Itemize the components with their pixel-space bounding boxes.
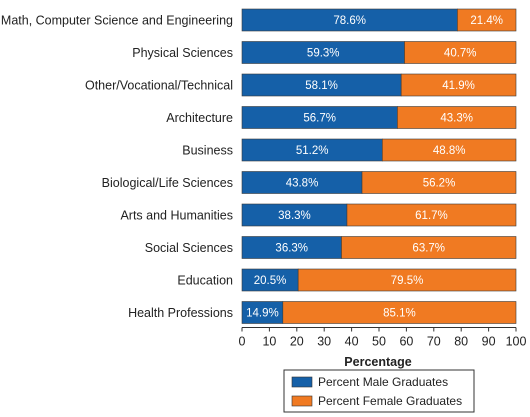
x-tick-label-50: 50	[372, 335, 386, 349]
category-label-biological-life-sciences: Biological/Life Sciences	[102, 176, 233, 190]
bar-label-male-education: 20.5%	[254, 275, 287, 287]
x-tick-label-0: 0	[239, 335, 246, 349]
legend-label-female: Percent Female Graduates	[318, 394, 462, 408]
x-tick-label-60: 60	[399, 335, 413, 349]
bar-label-male-biological-life-sciences: 43.8%	[286, 178, 319, 190]
bar-female-other-vocational-technical	[400, 73, 517, 97]
category-label-other-vocational-technical: Other/Vocational/Technical	[85, 79, 233, 93]
x-tick-label-70: 70	[427, 335, 441, 349]
bar-label-female-education: 79.5%	[391, 275, 424, 287]
bar-female-business	[381, 138, 517, 162]
bar-female-education	[297, 268, 517, 292]
x-tick-label-10: 10	[262, 335, 276, 349]
x-tick-label-20: 20	[290, 335, 304, 349]
bar-label-male-architecture: 56.7%	[303, 113, 336, 125]
category-label-math-computer-science-and-engineering: Math, Computer Science and Engineering	[1, 14, 233, 28]
bar-label-male-business: 51.2%	[296, 145, 329, 157]
category-label-arts-and-humanities: Arts and Humanities	[120, 209, 233, 223]
bar-label-female-physical-sciences: 40.7%	[444, 48, 477, 60]
bar-label-female-architecture: 43.3%	[440, 113, 473, 125]
bar-female-architecture	[397, 106, 517, 129]
bar-female-social-sciences	[341, 236, 517, 259]
bar-label-female-social-sciences: 63.7%	[412, 243, 445, 255]
bar-label-male-physical-sciences: 59.3%	[307, 48, 340, 60]
x-tick-label-80: 80	[454, 335, 468, 349]
legend-box	[283, 369, 475, 413]
legend: Percent Male Graduates Percent Female Gr…	[283, 369, 475, 413]
x-tick-label-30: 30	[317, 335, 331, 349]
bar-label-male-other-vocational-technical: 58.1%	[305, 80, 338, 92]
x-tick-label-100: 100	[506, 335, 527, 349]
bar-label-female-business: 48.8%	[433, 145, 466, 157]
x-tick-label-90: 90	[482, 335, 496, 349]
bar-label-male-health-professions: 14.9%	[246, 308, 279, 320]
category-label-architecture: Architecture	[166, 111, 233, 125]
category-label-education: Education	[177, 274, 233, 288]
bar-female-arts-and-humanities	[346, 203, 517, 227]
bar-label-female-biological-life-sciences: 56.2%	[423, 178, 456, 190]
category-label-social-sciences: Social Sciences	[145, 241, 233, 255]
bar-label-female-health-professions: 85.1%	[383, 308, 416, 320]
x-tick-label-40: 40	[345, 335, 359, 349]
category-label-physical-sciences: Physical Sciences	[132, 46, 233, 60]
bar-female-math-computer-science-and-engineering	[457, 8, 517, 32]
bar-label-female-arts-and-humanities: 61.7%	[415, 210, 448, 222]
bar-female-physical-sciences	[404, 41, 517, 64]
x-axis: 0 10 20 30 40 50 60 70 80 90 100	[239, 327, 527, 349]
bar-label-male-math-computer-science-and-engineering: 78.6%	[333, 15, 366, 27]
bars-group: 78.6% 21.4% 59.3% 40.7% 58.1% 41.9% 56.7% 43.3%…	[241, 8, 517, 324]
category-label-business: Business	[182, 144, 233, 158]
bar-label-male-arts-and-humanities: 38.3%	[278, 210, 311, 222]
bar-label-female-math-computer-science-and-engineering: 21.4%	[470, 15, 503, 27]
x-axis-title: Percentage	[344, 355, 411, 369]
bar-label-male-social-sciences: 36.3%	[275, 243, 308, 255]
bar-female-biological-life-sciences	[361, 171, 517, 194]
legend-swatch-female	[291, 395, 313, 407]
bar-female-health-professions	[282, 301, 517, 324]
bar-label-female-other-vocational-technical: 41.9%	[442, 80, 475, 92]
category-labels: Math, Computer Science and Engineering Ph…	[1, 14, 233, 321]
legend-label-male: Percent Male Graduates	[318, 375, 448, 389]
legend-swatch-male	[291, 376, 313, 388]
category-label-health-professions: Health Professions	[128, 306, 233, 320]
